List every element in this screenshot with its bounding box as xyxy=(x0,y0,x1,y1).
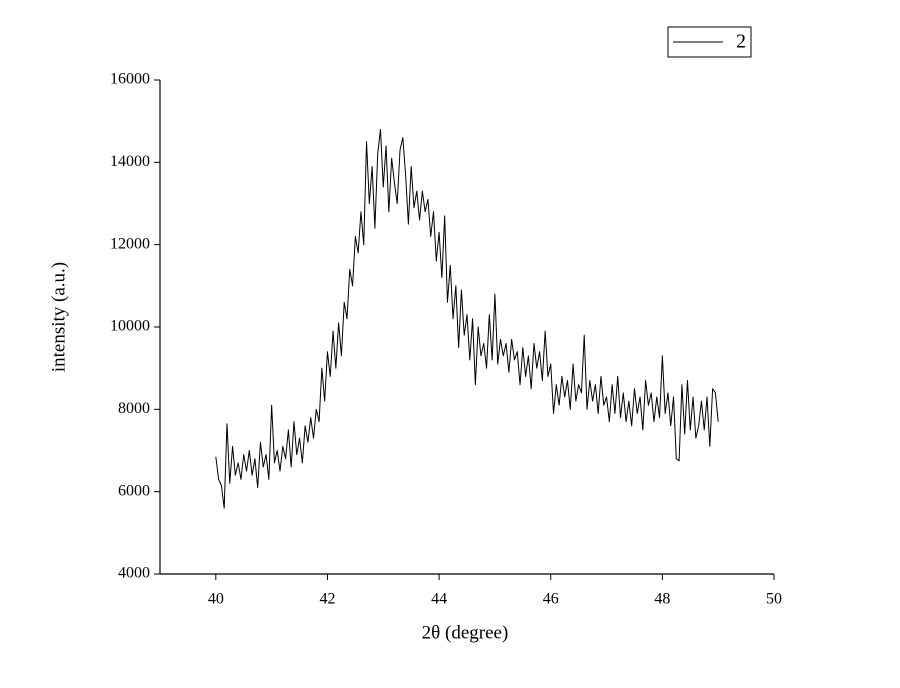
y-tick-label: 10000 xyxy=(110,318,150,335)
x-tick-label: 40 xyxy=(208,591,224,608)
y-tick-label: 6000 xyxy=(118,482,150,499)
legend-label: 2 xyxy=(736,31,746,53)
y-tick-label: 16000 xyxy=(110,71,150,88)
x-tick-label: 48 xyxy=(654,591,670,608)
data-line xyxy=(215,128,719,509)
y-tick-label: 8000 xyxy=(118,400,150,417)
y-axis-label: intensity (a.u.) xyxy=(48,262,69,372)
x-tick-label: 50 xyxy=(766,591,782,608)
x-tick-label: 44 xyxy=(431,591,447,608)
x-tick-label: 42 xyxy=(319,591,335,608)
x-tick-label: 46 xyxy=(543,591,559,608)
y-tick-label: 12000 xyxy=(110,235,150,252)
y-tick-label: 14000 xyxy=(110,153,150,170)
x-axis-label: 2θ (degree) xyxy=(422,622,509,643)
y-tick-label: 4000 xyxy=(118,565,150,582)
